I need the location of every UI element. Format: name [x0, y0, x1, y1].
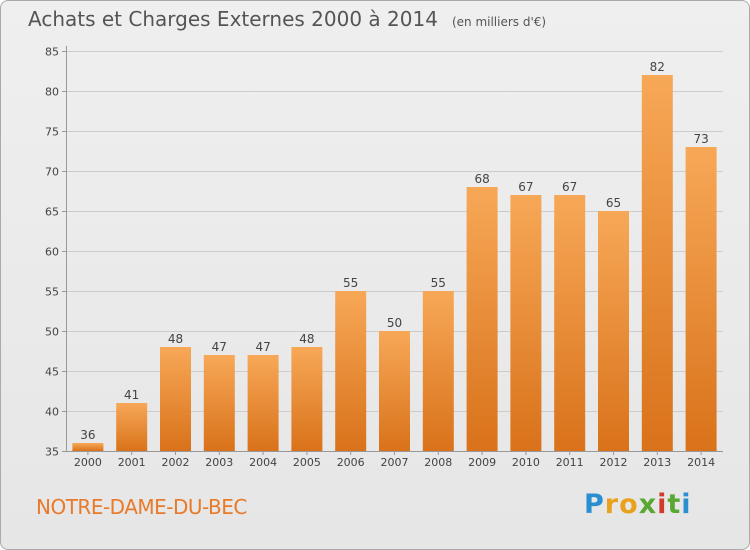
proxiti-logo[interactable]: Proxiti [584, 489, 692, 520]
y-tick-label: 65 [45, 206, 59, 219]
data-label: 73 [693, 132, 708, 146]
bar [203, 355, 235, 451]
logo-letter: o [619, 489, 639, 520]
x-tick-label: 2012 [600, 456, 628, 469]
chart-unit: (en milliers d'€) [451, 15, 547, 29]
x-tick-label: 2002 [162, 456, 190, 469]
bar [641, 75, 673, 451]
bar [335, 291, 367, 451]
y-tick-label: 85 [45, 46, 59, 59]
bars [72, 75, 717, 451]
x-tick-label: 2000 [74, 456, 102, 469]
title-row: Achats et Charges Externes 2000 à 2014 (… [28, 7, 546, 31]
data-label: 47 [212, 340, 227, 354]
data-label: 48 [299, 332, 314, 346]
bar [116, 403, 148, 451]
data-label: 50 [387, 316, 402, 330]
y-tick-label: 80 [45, 86, 59, 99]
y-tick-label: 35 [45, 446, 59, 459]
bar [598, 211, 629, 451]
y-tick-label: 40 [45, 406, 59, 419]
x-tick-label: 2001 [118, 456, 146, 469]
bar [685, 147, 717, 451]
logo-letter: x [638, 489, 658, 520]
chart-title: Achats et Charges Externes 2000 à 2014 [28, 7, 438, 31]
data-label: 67 [518, 180, 533, 194]
data-label: 48 [168, 332, 183, 346]
x-tick-label: 2009 [468, 456, 496, 469]
data-label: 82 [650, 60, 665, 74]
y-tick-label: 75 [45, 126, 59, 139]
x-tick-label: 2014 [687, 456, 715, 469]
x-tick-label: 2003 [205, 456, 233, 469]
x-tick-label: 2004 [249, 456, 277, 469]
x-tick-label: 2006 [337, 456, 365, 469]
bar [510, 195, 542, 451]
data-label: 68 [474, 172, 489, 186]
y-tick-label: 50 [45, 326, 59, 339]
x-tick-label: 2008 [424, 456, 452, 469]
x-tick-label: 2011 [556, 456, 584, 469]
commune-name: NOTRE-DAME-DU-BEC [36, 495, 247, 519]
y-tick-label: 60 [45, 246, 59, 259]
bar [554, 195, 586, 451]
data-labels: 36 41 48 47 47 48 55 50 55 68 67 67 65 82 73 [80, 60, 708, 442]
y-tick-label: 55 [45, 286, 59, 299]
bar [72, 443, 104, 451]
data-label: 41 [124, 388, 139, 402]
x-tick-label: 2010 [512, 456, 540, 469]
logo-letter: t [667, 489, 682, 520]
logo-letter: i [657, 489, 668, 520]
data-label: 55 [343, 276, 358, 290]
logo-letter: r [604, 489, 620, 520]
data-label: 67 [562, 180, 577, 194]
y-tick-label: 45 [45, 366, 59, 379]
bar [422, 291, 454, 451]
data-label: 47 [255, 340, 270, 354]
x-tick-label: 2007 [381, 456, 409, 469]
data-label: 55 [431, 276, 446, 290]
bar [379, 331, 410, 451]
bar [247, 355, 279, 451]
bar [291, 347, 323, 451]
data-label: 65 [606, 196, 621, 210]
x-tick-label: 2013 [643, 456, 671, 469]
logo-letter: P [584, 489, 605, 520]
data-label: 36 [80, 428, 95, 442]
y-tick-label: 70 [45, 166, 59, 179]
bar [466, 187, 498, 451]
axes: 35 40 45 50 55 60 65 70 75 80 85 2000 2001 2002 2003 20… [45, 46, 723, 469]
logo-letter: i [681, 489, 692, 520]
bar [160, 347, 191, 451]
x-tick-label: 2005 [293, 456, 321, 469]
